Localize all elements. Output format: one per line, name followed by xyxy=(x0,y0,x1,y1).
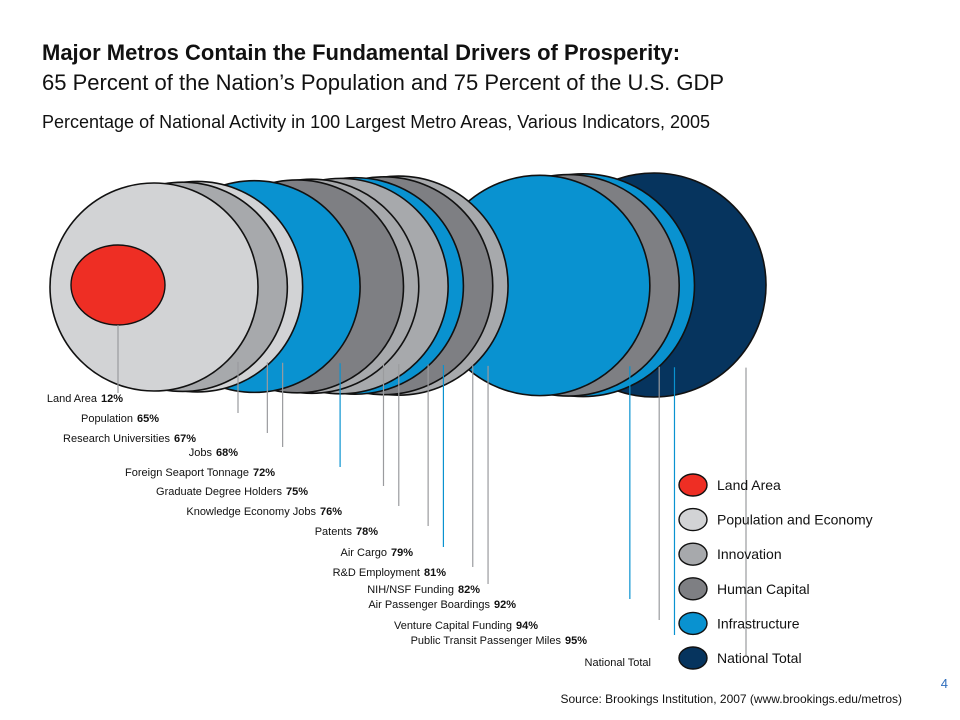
label-land-area: Land Area xyxy=(47,393,98,405)
page-number: 4 xyxy=(940,676,948,691)
value-population: 65% xyxy=(137,413,159,425)
label-graduate-degree-holders: Graduate Degree Holders xyxy=(156,486,282,498)
value-air-cargo: 79% xyxy=(391,547,413,559)
source-note: Source: Brookings Institution, 2007 (www… xyxy=(560,692,902,706)
label-patents: Patents xyxy=(315,526,353,538)
label-national-total: National Total xyxy=(585,657,651,669)
legend-label-innovation: Innovation xyxy=(717,546,782,562)
legend-swatch-innovation xyxy=(678,542,708,566)
legend-label-population-and-economy: Population and Economy xyxy=(717,512,873,528)
chart-subtitle: Percentage of National Activity in 100 L… xyxy=(42,112,711,132)
legend-swatch-national-total xyxy=(678,646,708,670)
legend-swatch-infrastructure xyxy=(678,611,708,636)
value-r-d-employment: 81% xyxy=(424,567,446,579)
value-public-transit-passenger-miles: 95% xyxy=(565,635,587,647)
value-nih-nsf-funding: 82% xyxy=(458,584,480,596)
label-public-transit-passenger-miles: Public Transit Passenger Miles xyxy=(411,635,562,647)
value-knowledge-economy-jobs: 76% xyxy=(320,506,342,518)
slide-title-regular: 65 Percent of the Nation’s Population an… xyxy=(42,70,725,95)
value-research-universities: 67% xyxy=(174,433,196,445)
slide-title-bold: Major Metros Contain the Fundamental Dri… xyxy=(42,40,681,65)
label-air-passenger-boardings: Air Passenger Boardings xyxy=(368,599,490,611)
label-population: Population xyxy=(81,413,133,425)
label-jobs: Jobs xyxy=(189,447,213,459)
value-venture-capital-funding: 94% xyxy=(516,620,538,632)
legend-label-infrastructure: Infrastructure xyxy=(717,615,800,631)
value-foreign-seaport-tonnage: 72% xyxy=(253,467,275,479)
value-air-passenger-boardings: 92% xyxy=(494,599,516,611)
value-patents: 78% xyxy=(356,526,378,538)
label-foreign-seaport-tonnage: Foreign Seaport Tonnage xyxy=(125,467,249,479)
label-air-cargo: Air Cargo xyxy=(341,547,387,559)
circle-land-area xyxy=(70,244,166,326)
legend-label-human-capital: Human Capital xyxy=(717,581,810,597)
legend-label-national-total: National Total xyxy=(717,650,802,666)
label-knowledge-economy-jobs: Knowledge Economy Jobs xyxy=(186,506,316,518)
value-land-area: 12% xyxy=(101,393,123,405)
legend-swatch-land-area xyxy=(678,473,708,497)
value-jobs: 68% xyxy=(216,447,238,459)
label-nih-nsf-funding: NIH/NSF Funding xyxy=(367,584,454,596)
legend-label-land-area: Land Area xyxy=(717,477,781,493)
label-venture-capital-funding: Venture Capital Funding xyxy=(394,620,512,632)
label-research-universities: Research Universities xyxy=(63,433,170,445)
value-graduate-degree-holders: 75% xyxy=(286,486,308,498)
legend-swatch-population-and-economy xyxy=(678,507,708,532)
label-r-d-employment: R&D Employment xyxy=(333,567,420,579)
legend-swatch-human-capital xyxy=(678,577,708,601)
